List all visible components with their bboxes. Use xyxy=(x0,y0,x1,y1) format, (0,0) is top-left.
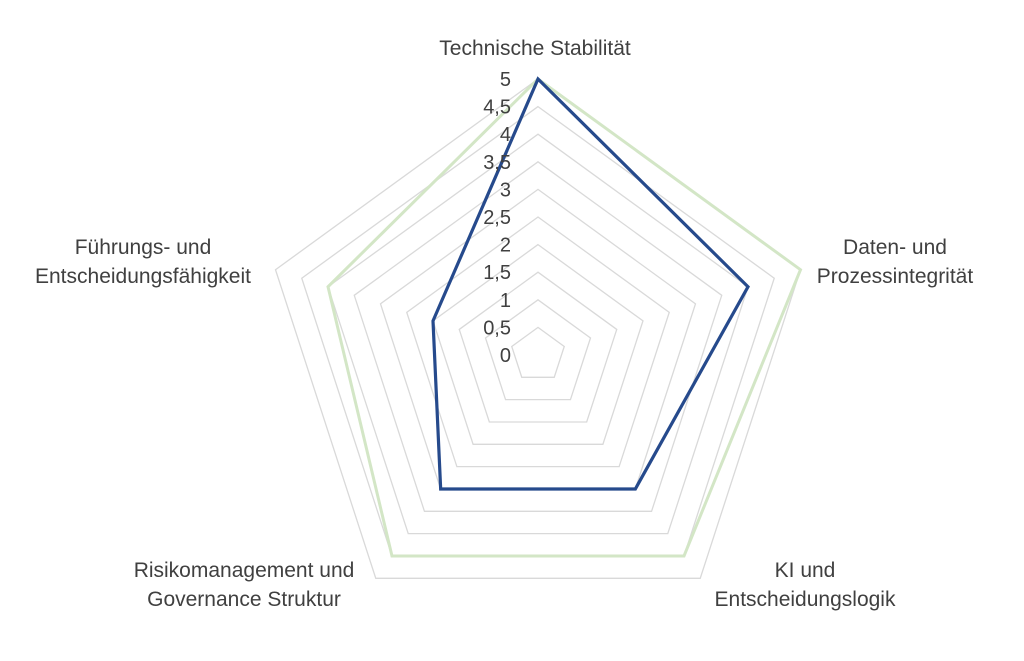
tick-label: 3,5 xyxy=(483,152,511,174)
tick-label: 5 xyxy=(500,69,511,91)
tick-label: 2,5 xyxy=(483,207,511,229)
tick-label: 0 xyxy=(500,345,511,367)
tick-label: 1 xyxy=(500,290,511,312)
radar-grid xyxy=(274,78,802,579)
grid-ring xyxy=(484,298,592,401)
category-label: KI und Entscheidungslogik xyxy=(715,559,896,611)
tick-label: 1,5 xyxy=(483,262,511,284)
category-label: Führungs- und Entscheidungsfähigkeit xyxy=(35,236,251,288)
category-label: Daten- und Prozessintegrität xyxy=(817,236,974,288)
radar-series xyxy=(326,76,803,558)
category-labels: Technische Stabilität Daten- und Prozessin… xyxy=(35,37,973,611)
tick-label: 4,5 xyxy=(483,97,511,119)
grid-ring xyxy=(432,243,644,445)
grid-ring xyxy=(405,216,671,468)
series-line xyxy=(431,76,750,491)
tick-label: 3 xyxy=(500,179,511,201)
tick-label: 2 xyxy=(500,235,511,257)
grid-ring xyxy=(327,133,749,535)
radial-tick-labels: 0 0,5 1 1,5 2 2,5 3 3,5 4 4,5 5 xyxy=(483,69,511,367)
tick-label: 0,5 xyxy=(483,317,511,339)
grid-ring xyxy=(510,326,566,378)
tick-label: 4 xyxy=(500,124,511,146)
series-line xyxy=(326,77,803,558)
category-label: Technische Stabilität xyxy=(439,37,631,60)
grid-ring xyxy=(458,271,618,423)
category-label: Risikomanagement und Governance Struktur xyxy=(134,559,355,611)
grid-ring xyxy=(274,78,802,579)
grid-ring xyxy=(353,160,723,512)
